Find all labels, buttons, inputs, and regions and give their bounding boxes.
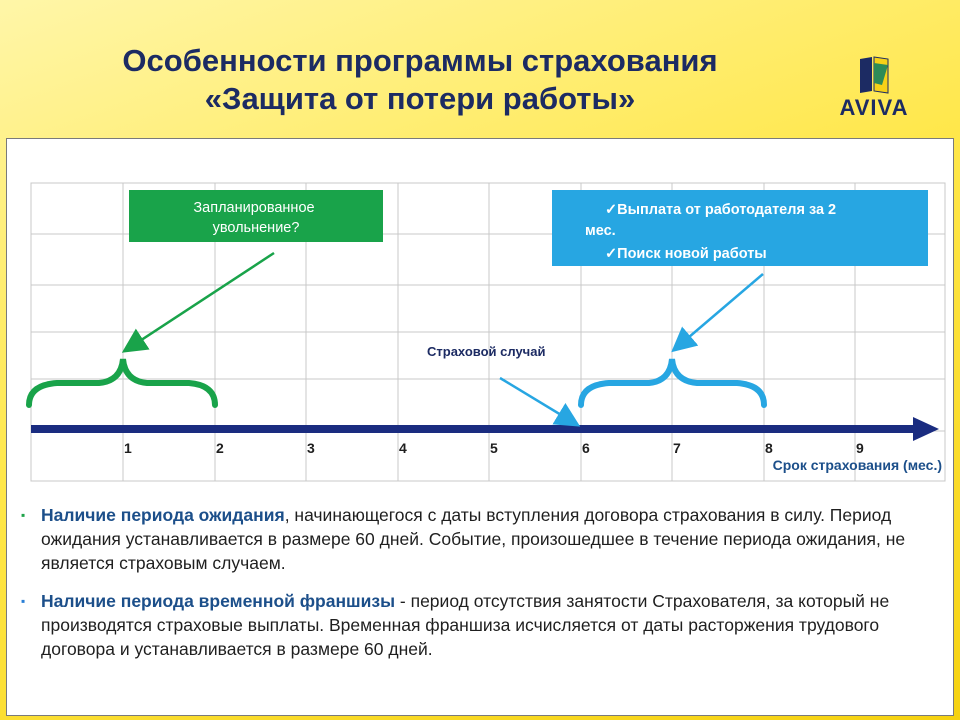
bullet-2-highlight: Наличие периода временной франшизы — [41, 591, 396, 611]
tick-label: 5 — [490, 440, 498, 456]
bullet-1-text: , начинающегося с даты вступления догово… — [41, 505, 906, 573]
event-arrow — [499, 376, 581, 427]
aviva-logo: AVIVA — [828, 55, 920, 120]
bullet-list: ▪ Наличие периода ожидания, начинающегос… — [19, 503, 939, 675]
bullet-franchise-period: ▪ Наличие периода временной франшизы - п… — [19, 589, 939, 661]
callout-employer-payment — [552, 190, 928, 266]
callout-left-line-1: Запланированное — [193, 200, 314, 216]
bullet-1-highlight: Наличие периода ожидания — [41, 505, 285, 525]
franchise-period-brace — [578, 358, 767, 408]
tick-label: 8 — [765, 440, 773, 456]
svg-text:Запланированное увольнен: Запланированное увольнение? — [193, 200, 318, 236]
bullet-2-text: - период отсутствия занятости Страховате… — [41, 591, 890, 659]
callout-right-line-2: мес. — [585, 223, 616, 239]
axis-title: Срок страхования (мес.) — [773, 457, 942, 473]
timeline-diagram: 1 2 3 4 5 6 7 8 9 Срок страхования (мес.… — [26, 182, 946, 482]
tick-label: 3 — [307, 440, 315, 456]
tick-label: 4 — [399, 440, 407, 456]
tick-label: 6 — [582, 440, 590, 456]
logo-text: AVIVA — [839, 95, 909, 120]
tick-label: 9 — [856, 440, 864, 456]
title-line-1: Особенности программы страхования — [122, 43, 718, 78]
svg-text:✓Выплата от работодателя за 2: ✓Выплата от работодателя за 2 мес. ✓Поис… — [585, 202, 840, 262]
bullet-marker-icon: ▪ — [21, 508, 26, 522]
callout-left-arrow — [121, 251, 275, 353]
callout-right-arrow — [671, 273, 764, 353]
bullet-waiting-period: ▪ Наличие периода ожидания, начинающегос… — [19, 503, 939, 575]
callout-right-line-3: ✓Поиск новой работы — [605, 246, 767, 262]
content-panel: 1 2 3 4 5 6 7 8 9 Срок страхования (мес.… — [6, 138, 954, 716]
tick-label: 2 — [216, 440, 224, 456]
insured-event-label: Страховой случай — [427, 344, 545, 359]
title-line-2: «Защита от потери работы» — [204, 81, 636, 116]
callout-left-line-2: увольнение? — [213, 220, 300, 236]
page-title: Особенности программы страхования «Защит… — [0, 42, 840, 118]
bullet-marker-icon: ▪ — [21, 594, 26, 608]
tick-label: 7 — [673, 440, 681, 456]
callout-planned-dismissal — [129, 190, 383, 242]
tick-label: 1 — [124, 440, 132, 456]
callout-right-line-1: ✓Выплата от работодателя за 2 — [605, 202, 836, 218]
axis-arrowhead-icon — [913, 417, 939, 441]
aviva-flag-icon — [860, 56, 889, 94]
waiting-period-brace — [26, 358, 218, 408]
